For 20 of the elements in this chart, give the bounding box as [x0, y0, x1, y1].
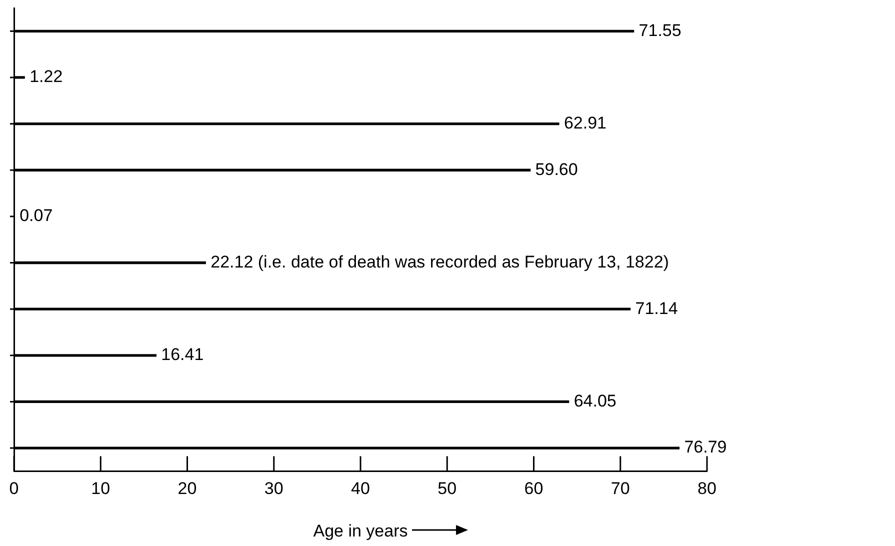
data-label: 22.12 (i.e. date of death was recorded as February 13, 1822)	[210, 252, 669, 272]
data-label: 59.60	[535, 160, 578, 179]
x-axis-title: Age in years	[313, 521, 408, 540]
data-label: 0.07	[20, 206, 53, 226]
x-tick-label: 80	[698, 479, 716, 498]
data-label: 71.55	[638, 20, 682, 40]
data-label: 64.05	[574, 391, 616, 410]
x-tick-label: 10	[91, 479, 110, 498]
data-label: 62.91	[564, 113, 607, 132]
x-tick-label: 60	[524, 479, 544, 498]
x-tick-label: 70	[610, 479, 630, 498]
data-label: 1.22	[30, 67, 63, 86]
x-tick-label: 40	[351, 479, 370, 498]
x-tick-label: 0	[9, 479, 19, 498]
data-label: 76.79	[684, 438, 727, 457]
x-tick-label: 30	[264, 479, 284, 498]
x-tick-label: 50	[438, 479, 457, 498]
x-tick-label: 20	[178, 479, 197, 498]
data-label: 71.14	[635, 298, 678, 318]
data-label: 16.41	[161, 345, 204, 364]
